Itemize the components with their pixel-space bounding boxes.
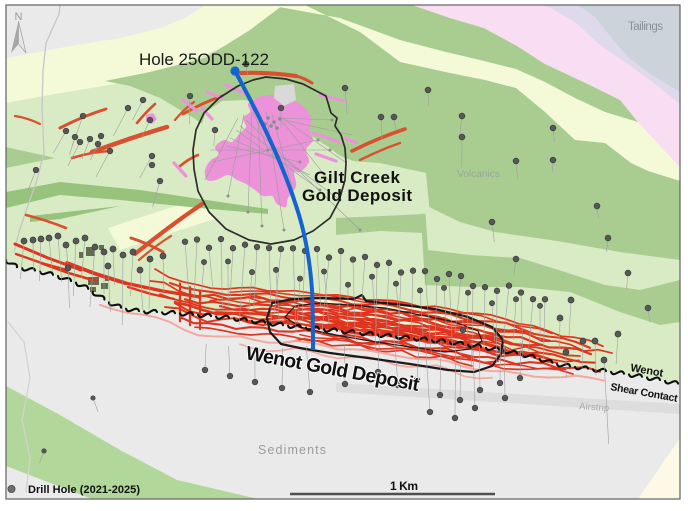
svg-text:1 Km: 1 Km xyxy=(390,479,418,493)
svg-text:Tailings: Tailings xyxy=(628,21,663,33)
svg-text:Drill Hole (2021-2025): Drill Hole (2021-2025) xyxy=(28,484,140,496)
svg-text:Gilt Creek: Gilt Creek xyxy=(314,168,401,187)
svg-text:Volcanics: Volcanics xyxy=(457,168,500,180)
svg-text:Sediments: Sediments xyxy=(258,443,326,457)
svg-text:Gold Deposit: Gold Deposit xyxy=(302,186,412,205)
svg-text:Hole 25ODD-122: Hole 25ODD-122 xyxy=(139,50,269,69)
svg-text:Airstrip: Airstrip xyxy=(579,401,610,414)
